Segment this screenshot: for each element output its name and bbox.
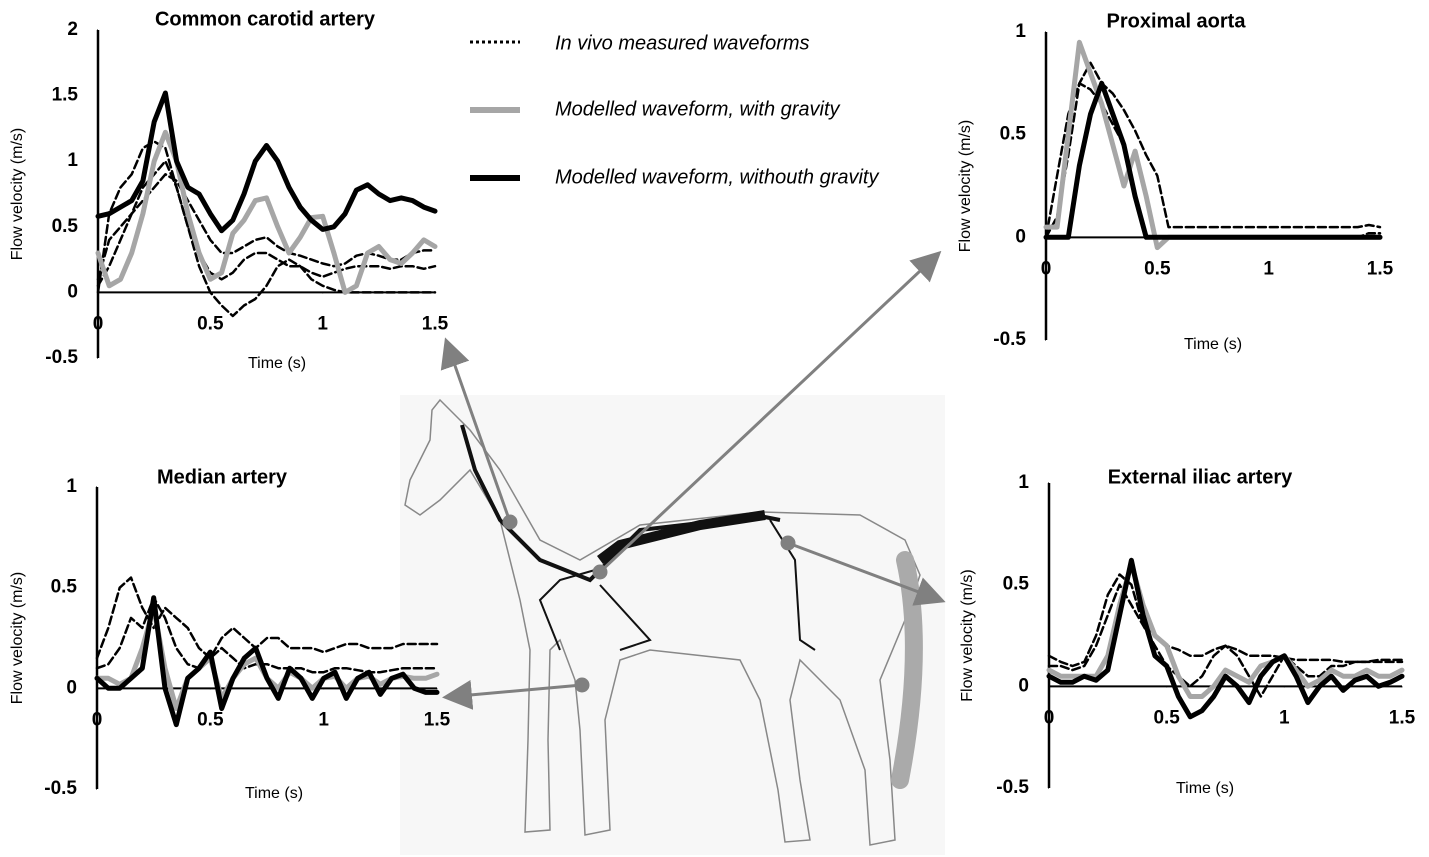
x-tick-label: 0.5 [197, 313, 224, 334]
chart-panel: External iliac artery Time (s) Flow veloci… [959, 466, 1415, 798]
y-tick-label: 1 [67, 150, 78, 171]
y-tick-label: -0.5 [44, 778, 77, 799]
chart-title: Common carotid artery [155, 8, 376, 30]
x-tick-label: 1.5 [1389, 707, 1416, 728]
y-tick-label: 0.5 [51, 577, 78, 598]
horse-tail [891, 551, 923, 789]
x-axis-label: Time (s) [1184, 336, 1242, 353]
y-tick-label: 1 [1015, 21, 1026, 42]
measured-line [1047, 583, 1404, 698]
x-axis-label: Time (s) [248, 355, 306, 372]
x-axis-label: Time (s) [245, 785, 303, 802]
arrow [440, 337, 512, 523]
legend: In vivo measured waveforms Modelled wave… [470, 32, 879, 188]
x-tick-label: 1 [318, 709, 329, 730]
measured-line [95, 576, 439, 660]
legend-label: In vivo measured waveforms [555, 32, 810, 54]
x-tick-label: 1.5 [1367, 258, 1394, 279]
y-tick-label: 1.5 [52, 85, 79, 106]
y-tick-label: 1 [1018, 472, 1029, 493]
measured-line [96, 159, 437, 318]
y-tick-label: 0 [66, 677, 77, 698]
arrow [598, 250, 942, 574]
model-line [95, 90, 438, 234]
model-line [95, 129, 438, 295]
x-tick-label: 1 [1263, 258, 1274, 279]
y-tick-label: -0.5 [993, 329, 1026, 350]
chart-title: External iliac artery [1108, 466, 1293, 488]
arrow-origin [502, 514, 518, 530]
measured-line [96, 173, 437, 281]
arrow [787, 541, 946, 606]
arrow [442, 679, 583, 710]
y-axis-label: Flow velocity (m/s) [9, 128, 26, 260]
y-tick-label: 0 [67, 281, 78, 302]
chart-title: Median artery [157, 466, 288, 488]
arrow-origin [592, 564, 608, 580]
y-tick-label: 0.5 [1003, 574, 1030, 595]
x-tick-label: 0 [92, 709, 103, 730]
chart-panel: Median artery Time (s) Flow velocity (m/s)… [9, 466, 450, 802]
model-line [1046, 561, 1405, 699]
measured-line [1044, 82, 1382, 239]
chart-panel: Proximal aorta Time (s) Flow velocity (m/s… [957, 10, 1393, 353]
pointer-arrows [440, 250, 946, 710]
y-tick-label: -0.5 [996, 777, 1029, 798]
horse-illustration [400, 395, 945, 855]
arrow-origin [780, 535, 796, 551]
x-tick-label: 0 [93, 313, 104, 334]
y-tick-label: 2 [67, 19, 78, 40]
legend-label: Modelled waveform, with gravity [555, 98, 841, 120]
y-axis-label: Flow velocity (m/s) [9, 572, 26, 704]
arrow-origin [574, 677, 590, 693]
y-tick-label: 0 [1018, 675, 1029, 696]
model-line [1043, 80, 1383, 240]
y-axis-label: Flow velocity (m/s) [957, 120, 974, 252]
horse-outline [404, 398, 921, 846]
y-axis-label: Flow velocity (m/s) [959, 569, 976, 701]
x-tick-label: 0.5 [1144, 258, 1171, 279]
y-tick-label: 1 [66, 476, 77, 497]
x-tick-label: 0.5 [197, 709, 224, 730]
x-tick-label: 1.5 [424, 709, 451, 730]
y-tick-label: 0.5 [52, 216, 79, 237]
y-tick-label: 0 [1015, 226, 1026, 247]
chart-title: Proximal aorta [1107, 10, 1247, 32]
model-line [1046, 557, 1405, 720]
x-tick-label: 1.5 [422, 313, 449, 334]
y-tick-label: -0.5 [45, 347, 78, 368]
x-axis-label: Time (s) [1176, 780, 1234, 797]
chart-panel: Common carotid artery Time (s) Flow veloci… [9, 8, 448, 372]
x-tick-label: 0.5 [1153, 707, 1180, 728]
measured-line [96, 140, 437, 294]
x-tick-label: 1 [1279, 707, 1290, 728]
model-line [94, 595, 440, 728]
x-tick-label: 0 [1041, 258, 1052, 279]
illustration-background [400, 395, 945, 855]
aorta [597, 510, 766, 564]
legend-label: Modelled waveform, withouth gravity [555, 166, 879, 188]
y-tick-label: 0.5 [1000, 124, 1027, 145]
measured-line [1047, 573, 1404, 668]
x-tick-label: 0 [1044, 707, 1055, 728]
x-tick-label: 1 [317, 313, 328, 334]
